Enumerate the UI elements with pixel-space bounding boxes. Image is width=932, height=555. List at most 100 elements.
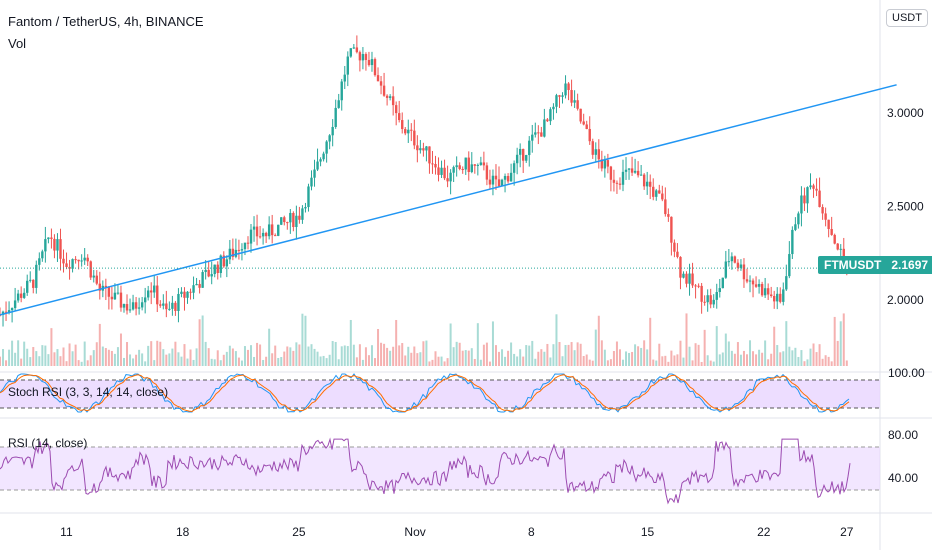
- volume-bar: [101, 346, 104, 366]
- volume-bar: [818, 344, 821, 366]
- volume-bar: [367, 355, 370, 366]
- candle-body: [134, 302, 138, 309]
- candle-body: [636, 170, 640, 176]
- candle-body: [673, 242, 676, 252]
- volume-bar: [119, 333, 122, 366]
- volume-bar: [498, 351, 501, 366]
- volume-bar: [328, 354, 331, 366]
- time-tick-label: 11: [60, 525, 73, 539]
- volume-bar: [745, 354, 748, 366]
- volume-bar: [812, 343, 815, 366]
- candle-body: [763, 288, 767, 296]
- candle-body: [401, 120, 404, 130]
- volume-bar: [688, 346, 691, 366]
- candle-body: [41, 251, 44, 259]
- candle-body: [77, 259, 80, 262]
- candle-body: [546, 119, 549, 122]
- candle-body: [579, 108, 582, 122]
- candle-body: [119, 292, 123, 308]
- candle-body: [585, 124, 588, 129]
- candle-body: [757, 283, 761, 287]
- volume-bar: [504, 356, 507, 366]
- candle-body: [576, 100, 579, 109]
- volume-bar: [301, 313, 304, 366]
- candle-body: [800, 195, 803, 214]
- stoch-band: [0, 380, 880, 408]
- candle-body: [570, 90, 573, 103]
- volume-bar: [582, 356, 585, 366]
- volume-bar: [122, 357, 125, 366]
- candle-body: [26, 280, 29, 293]
- candle-body: [16, 293, 20, 301]
- stoch-d-line: [0, 374, 850, 413]
- volume-bar: [419, 352, 422, 366]
- candle-body: [449, 172, 452, 182]
- volume-bar: [228, 345, 231, 366]
- volume-bar: [706, 355, 709, 366]
- candle-body: [394, 105, 398, 114]
- candle-body: [340, 81, 343, 101]
- volume-bar: [295, 342, 298, 366]
- volume-bar: [736, 342, 739, 366]
- candle-body: [270, 224, 274, 236]
- candle-body: [140, 302, 144, 308]
- volume-bar: [374, 358, 377, 366]
- symbol-title: Fantom / TetherUS, 4h, BINANCE: [8, 14, 204, 29]
- candle-body: [10, 308, 14, 311]
- volume-bar: [313, 348, 316, 366]
- volume-bar: [340, 346, 343, 366]
- candle-body: [627, 168, 631, 170]
- volume-bar: [691, 360, 694, 366]
- candle-body: [428, 146, 431, 164]
- volume-bar: [564, 344, 567, 366]
- volume-bar: [425, 340, 428, 366]
- volume-bar: [703, 329, 706, 366]
- candle-body: [621, 171, 625, 185]
- candle-body: [65, 263, 68, 267]
- time-tick-label: 15: [641, 525, 655, 539]
- volume-bar: [522, 356, 525, 366]
- candle-body: [13, 300, 17, 309]
- volume-bar: [225, 351, 228, 366]
- volume-bar: [386, 347, 389, 366]
- candle-body: [225, 259, 229, 267]
- volume-bar: [721, 352, 724, 366]
- volume-bar: [770, 353, 773, 366]
- volume-bar: [92, 350, 95, 366]
- volume-bar: [147, 345, 150, 366]
- volume-bar: [625, 351, 628, 366]
- candle-body: [537, 132, 540, 134]
- volume-bar: [407, 346, 410, 366]
- candle-body: [349, 48, 353, 57]
- candle-body: [22, 292, 26, 298]
- volume-bar: [377, 328, 380, 366]
- candle-body: [655, 190, 658, 197]
- volume-bar: [494, 345, 497, 366]
- volume-bar: [664, 355, 667, 366]
- volume-bar: [398, 345, 401, 366]
- volume-bar: [540, 349, 543, 366]
- volume-bar: [186, 358, 189, 366]
- price-tag-symbol: FTMUSDT: [824, 258, 882, 272]
- volume-bar: [26, 348, 29, 366]
- volume-bar: [631, 351, 634, 366]
- candle-body: [32, 279, 35, 288]
- volume-bar: [352, 344, 355, 366]
- candle-body: [597, 149, 601, 160]
- rsi-lower-tick: 40.00: [888, 471, 919, 485]
- volume-bar: [806, 359, 809, 366]
- candle-body: [473, 164, 477, 166]
- candle-body: [53, 238, 56, 251]
- candle-body: [812, 185, 815, 189]
- candle-body: [564, 83, 567, 96]
- rsi-upper-tick: 80.00: [888, 428, 919, 442]
- volume-bar: [718, 354, 721, 366]
- currency-badge[interactable]: USDT: [886, 9, 928, 27]
- candle-body: [89, 261, 92, 278]
- volume-bar: [727, 341, 730, 366]
- candle-body: [83, 257, 86, 261]
- volume-bar: [612, 351, 615, 366]
- candle-body: [515, 154, 519, 164]
